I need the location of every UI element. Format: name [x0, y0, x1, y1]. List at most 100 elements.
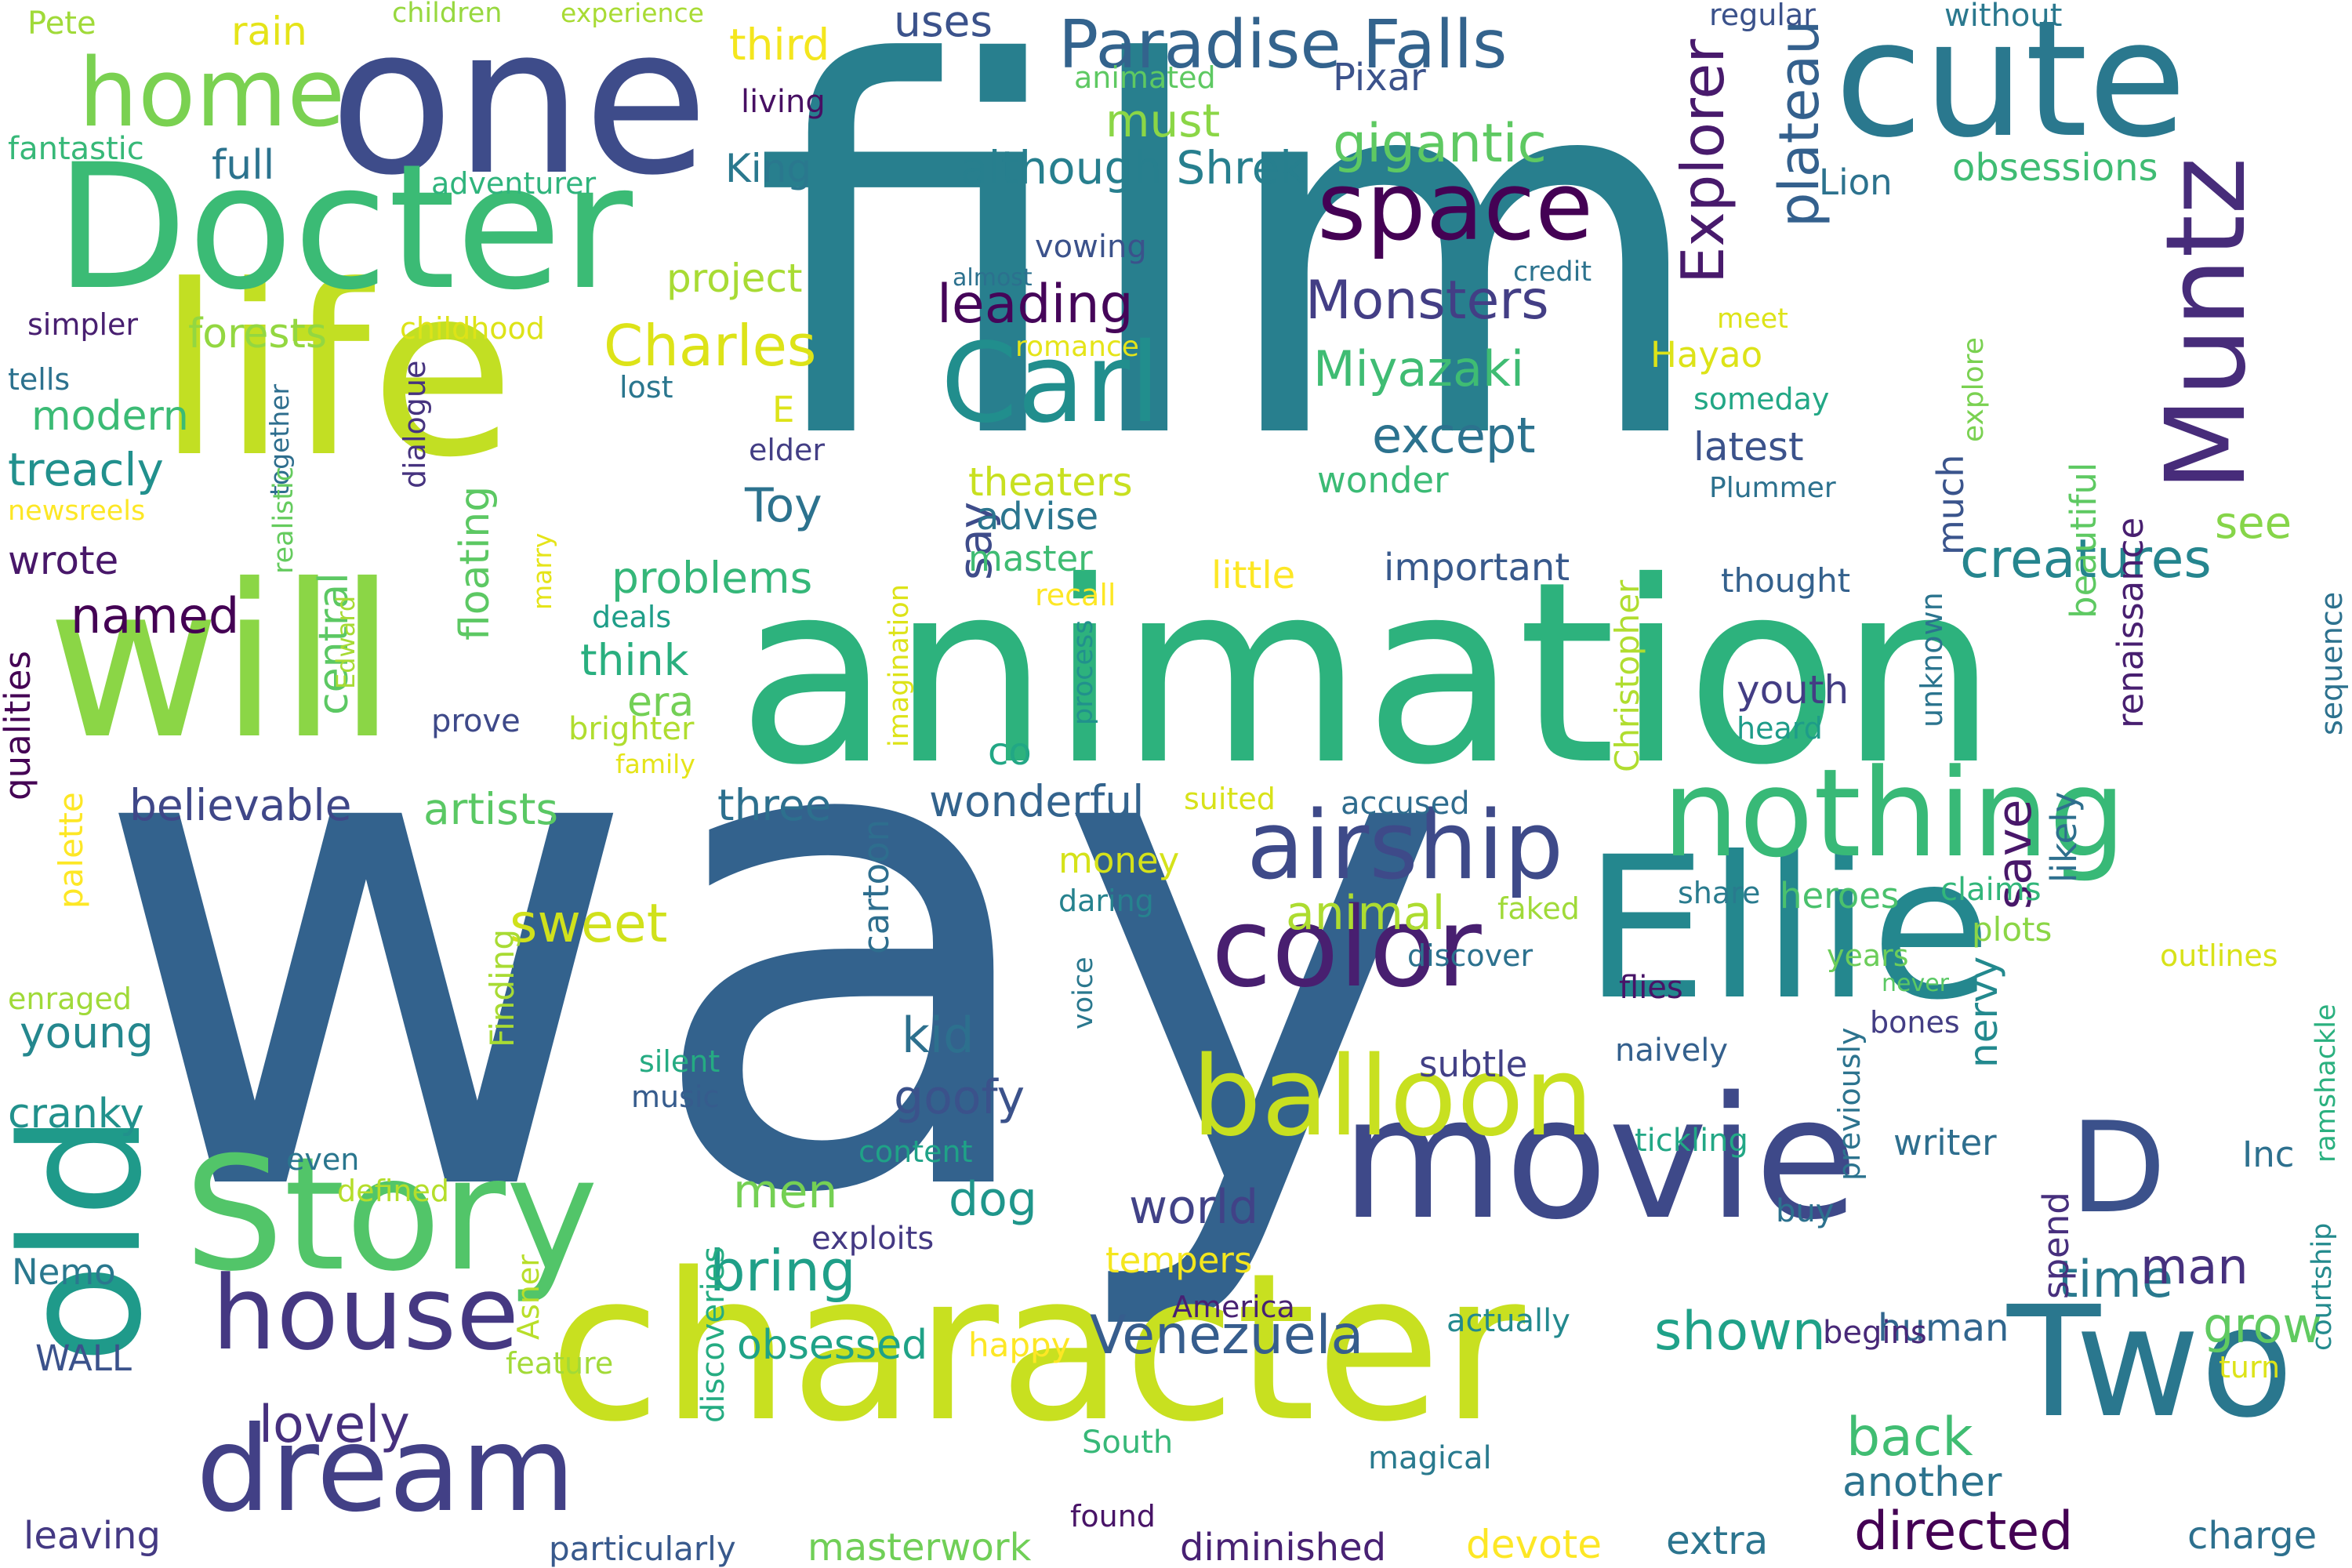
word-monsters: Monsters [1305, 270, 1549, 332]
word-obsessed: obsessed [737, 1322, 928, 1369]
word-third: third [729, 20, 830, 70]
word-elder: elder [749, 433, 826, 467]
word-space: space [1317, 153, 1594, 262]
word-much: much [1929, 454, 1972, 555]
word-latest: latest [1693, 424, 1804, 470]
word-outlines: outlines [2160, 938, 2278, 973]
word-hayao: Hayao [1650, 334, 1763, 376]
word-carl: Carl [941, 320, 1160, 448]
word-ellie: Ellie [1584, 815, 1992, 1043]
word-music: music [631, 1080, 720, 1114]
word-old: old [0, 1112, 178, 1364]
word-animated: animated [1074, 60, 1216, 95]
word-spend: spend [2035, 1192, 2077, 1299]
word-diminished: diminished [1180, 1526, 1387, 1568]
word-previously: previously [1832, 1027, 1867, 1181]
word-uses: uses [894, 0, 993, 46]
word-turn: turn [2219, 1350, 2281, 1385]
word-film: film [753, 0, 1712, 551]
word-particularly: particularly [549, 1530, 736, 1568]
word-another: another [1842, 1459, 2002, 1506]
word-actually: actually [1446, 1303, 1570, 1339]
word-happy: happy [968, 1326, 1071, 1364]
word-back: back [1846, 1406, 1973, 1468]
word-directed: directed [1854, 1501, 2074, 1563]
word-life: life [157, 235, 515, 509]
word-likely: likely [2043, 791, 2085, 883]
word-meet: meet [1717, 303, 1788, 335]
word-newsreels: newsreels [8, 495, 146, 527]
word-content: content [858, 1134, 973, 1169]
word-goofy: goofy [894, 1070, 1025, 1125]
word-time: time [2058, 1250, 2173, 1309]
word-claims: claims [1940, 872, 2042, 908]
word-except: except [1372, 407, 1536, 464]
word-gigantic: gigantic [1333, 113, 1547, 175]
word-treacly: treacly [8, 443, 164, 496]
word-charge: charge [2187, 1514, 2318, 1558]
word-miyazaki: Miyazaki [1313, 340, 1525, 397]
word-heroes: heroes [1780, 875, 1900, 916]
word-paradise-falls: Paradise Falls [1058, 6, 1508, 84]
word-human: human [1878, 1306, 2009, 1350]
word-sweet: sweet [510, 893, 668, 955]
word-believable: believable [129, 780, 352, 830]
word-begins: begins [1823, 1315, 1927, 1351]
word-little: little [1211, 554, 1296, 597]
word-share: share [1678, 876, 1761, 910]
word-lion: Lion [1819, 162, 1893, 203]
word-years: years [1827, 938, 1909, 973]
word-living: living [741, 84, 826, 120]
word-way: way [90, 556, 1454, 1341]
word-palette: palette [52, 792, 90, 909]
word-plummer: Plummer [1709, 472, 1836, 504]
word-recall: recall [1035, 578, 1116, 612]
word-youth: youth [1737, 667, 1849, 713]
word-south: South [1082, 1425, 1174, 1461]
word-dog: dog [949, 1172, 1037, 1227]
word-lost: lost [619, 370, 673, 405]
word-cartoon: cartoon [855, 818, 897, 954]
word-regular: regular [1709, 0, 1816, 32]
word-men: men [733, 1164, 838, 1219]
word-unknown: unknown [1915, 592, 1949, 728]
word-naively: naively [1615, 1033, 1729, 1069]
word-marry: marry [527, 532, 557, 610]
word-master: master [968, 538, 1093, 579]
word-forests: forests [188, 310, 327, 358]
word-balloon: balloon [1192, 1033, 1594, 1161]
word-bring: bring [710, 1238, 856, 1304]
word-realistic: realistic [268, 466, 299, 574]
word-childhood: childhood [400, 311, 545, 346]
word-dream: dream [196, 1402, 575, 1538]
word-accused: accused [1341, 786, 1470, 822]
word-inc: Inc [2242, 1134, 2295, 1175]
word-leaving: leaving [24, 1514, 161, 1558]
word-movie: movie [1341, 1060, 1859, 1257]
word-although-shrek: although Shrek [960, 141, 1306, 194]
word-cranky: cranky [8, 1091, 144, 1138]
word-children: children [392, 0, 503, 29]
word-without: without [1944, 0, 2063, 34]
word-kid: kid [902, 1007, 975, 1064]
word-brighter: brighter [568, 711, 695, 747]
word-important: important [1384, 546, 1570, 590]
word-almost: almost [953, 264, 1033, 292]
word-think: think [580, 635, 689, 685]
word-sequence: sequence [2314, 591, 2349, 735]
word-floating: floating [452, 485, 499, 641]
word-dialogue: dialogue [397, 360, 432, 488]
word-exploits: exploits [811, 1221, 935, 1257]
word-daring: daring [1058, 884, 1154, 918]
word-finding: Finding [483, 929, 521, 1047]
word-creatures: creatures [1960, 528, 2212, 590]
word-adventurer: adventurer [431, 166, 597, 201]
word-lovely: lovely [259, 1396, 410, 1454]
word-buy: buy [1776, 1193, 1835, 1229]
word-wonderful: wonderful [929, 776, 1145, 826]
word-advise: advise [976, 495, 1099, 539]
word-modern: modern [31, 393, 189, 440]
word-america: America [1172, 1290, 1295, 1324]
word-nervy: nervy [1961, 956, 2006, 1068]
word-character: character [549, 1230, 1526, 1467]
